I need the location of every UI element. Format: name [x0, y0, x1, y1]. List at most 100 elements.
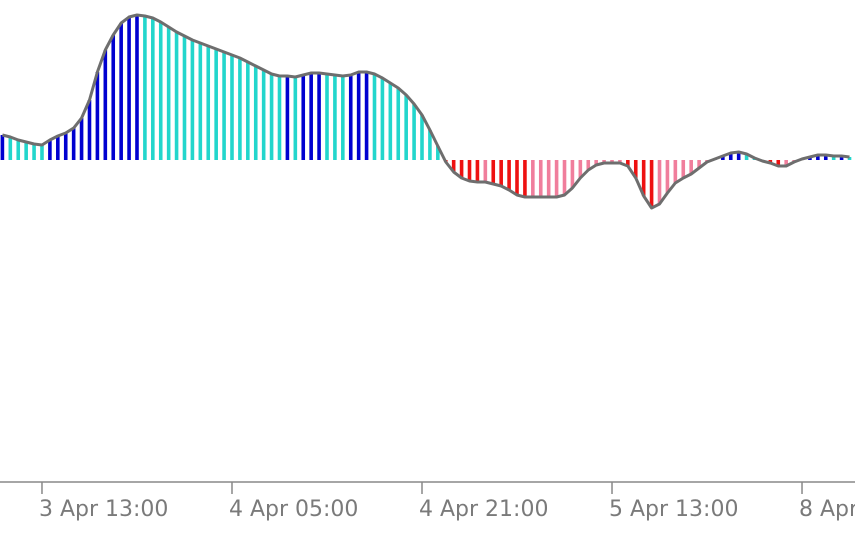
x-tick-label: 8 Apr — [799, 497, 855, 522]
bar — [554, 160, 559, 197]
bar — [253, 66, 258, 160]
bar — [285, 76, 290, 160]
bar — [459, 160, 464, 178]
bar — [190, 40, 195, 160]
bar — [736, 152, 741, 160]
bar — [166, 27, 171, 160]
bar — [24, 142, 28, 160]
bar — [95, 72, 100, 160]
bar — [309, 73, 313, 160]
bar — [515, 160, 519, 195]
bar — [119, 23, 123, 160]
bar — [87, 100, 92, 160]
bar — [618, 160, 622, 163]
bar — [135, 15, 139, 160]
bar — [32, 144, 36, 160]
bar — [16, 140, 21, 160]
bar — [277, 76, 282, 160]
bar — [483, 160, 488, 182]
bar — [420, 115, 424, 160]
bar — [79, 118, 84, 160]
bar — [531, 160, 535, 197]
bar — [214, 49, 218, 160]
bar — [63, 133, 68, 160]
bar — [594, 160, 598, 165]
bar — [689, 160, 693, 174]
bar — [404, 95, 408, 160]
bar — [451, 160, 456, 172]
bar — [784, 160, 788, 166]
bar — [776, 160, 781, 166]
bar — [238, 58, 242, 160]
bar — [151, 18, 155, 160]
bar — [641, 160, 646, 196]
bar — [301, 75, 306, 160]
x-tick-label: 4 Apr 05:00 — [229, 497, 358, 522]
bar — [744, 154, 749, 160]
bar — [127, 17, 131, 160]
bar — [230, 55, 234, 160]
bar — [396, 88, 401, 160]
bar — [261, 70, 266, 160]
bar — [562, 160, 567, 195]
bar — [40, 145, 44, 160]
bar — [491, 160, 496, 184]
bar — [388, 83, 393, 160]
bar — [523, 160, 527, 197]
bar — [649, 160, 654, 208]
bar — [364, 72, 369, 160]
bar — [728, 153, 733, 160]
bar — [578, 160, 583, 178]
bar — [317, 73, 321, 160]
bar — [570, 160, 575, 188]
bar — [847, 157, 852, 160]
bar — [222, 52, 226, 160]
bar — [293, 77, 298, 160]
bar — [507, 160, 511, 190]
bar — [538, 160, 543, 197]
bar — [626, 160, 630, 166]
bar — [206, 46, 211, 160]
bar — [428, 130, 432, 160]
bar — [372, 74, 377, 160]
bar — [348, 75, 353, 160]
bar — [158, 22, 163, 160]
bar — [341, 76, 345, 160]
bar — [673, 160, 678, 183]
bar — [0, 135, 5, 160]
bar — [71, 128, 76, 160]
x-tick-label: 5 Apr 13:00 — [609, 497, 738, 522]
bar — [356, 72, 361, 160]
bar — [412, 104, 416, 160]
bar — [8, 137, 13, 160]
bar — [823, 155, 828, 160]
bar — [546, 160, 551, 197]
bar — [475, 160, 480, 182]
bar — [721, 156, 725, 160]
bar — [182, 36, 187, 160]
bar — [198, 43, 203, 160]
bar — [48, 140, 52, 160]
bar — [586, 160, 591, 170]
bar — [380, 78, 385, 160]
bar — [839, 156, 844, 160]
bar — [681, 160, 686, 178]
bar — [333, 75, 337, 160]
bar — [499, 160, 503, 186]
bar — [697, 160, 701, 168]
bar — [816, 155, 820, 160]
bar — [602, 160, 606, 163]
bar — [174, 32, 179, 160]
bar — [831, 156, 836, 160]
bar — [467, 160, 472, 181]
bar — [56, 136, 60, 160]
bar — [657, 160, 662, 204]
bar — [143, 16, 147, 160]
x-tick-label: 3 Apr 13:00 — [39, 497, 168, 522]
signal-line — [2, 13, 850, 210]
bar — [633, 160, 638, 178]
bar — [325, 74, 329, 160]
bar — [436, 146, 440, 160]
bar — [103, 50, 108, 160]
